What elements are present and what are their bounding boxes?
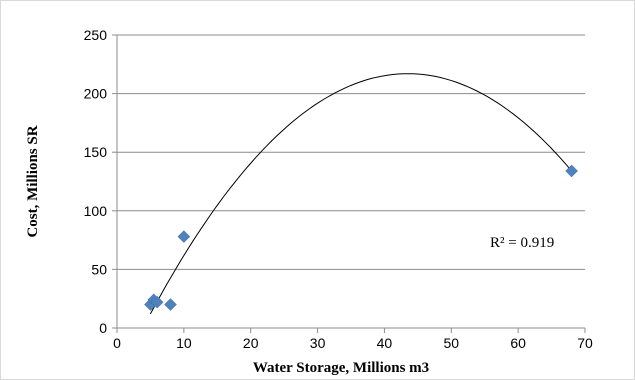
x-tick-labels: 0 10 20 30 40 50 60 70 (113, 335, 593, 351)
y-tick-label-0: 0 (99, 320, 107, 336)
y-tick-label-100: 100 (84, 203, 108, 219)
x-tick-label-30: 30 (310, 335, 326, 351)
trendline (149, 73, 572, 315)
data-point-4 (164, 298, 177, 311)
r-squared-label: R² = 0.919 (490, 235, 554, 251)
axes (112, 34, 586, 333)
data-points (144, 164, 578, 311)
y-tick-label-50: 50 (91, 261, 107, 277)
data-point-6 (565, 164, 578, 178)
x-tick-label-10: 10 (176, 335, 192, 351)
x-tick-label-60: 60 (510, 335, 526, 351)
y-tick-label-250: 250 (84, 27, 108, 43)
y-axis-title: Cost, Millions SR (25, 125, 41, 237)
x-tick-label-50: 50 (443, 335, 459, 351)
y-tick-label-200: 200 (84, 86, 108, 102)
data-point-3 (150, 295, 164, 309)
x-tick-label-0: 0 (113, 335, 121, 351)
gridlines (117, 34, 585, 270)
x-tick-label-20: 20 (243, 335, 259, 351)
y-tick-labels: 0 50 100 150 200 250 (84, 27, 108, 336)
x-tick-label-70: 70 (577, 335, 593, 351)
y-tick-label-150: 150 (84, 144, 108, 160)
x-tick-label-40: 40 (377, 335, 393, 351)
x-axis-title: Water Storage, Millions m3 (253, 360, 429, 376)
data-point-5 (177, 230, 191, 243)
